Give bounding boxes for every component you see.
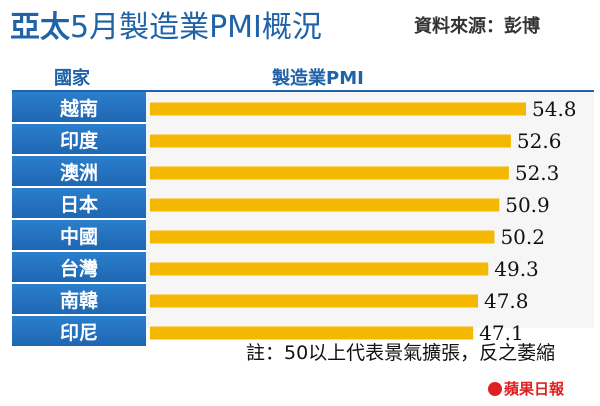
country-label: 台灣: [12, 252, 146, 282]
country-label: 澳洲: [12, 156, 146, 186]
country-label: 日本: [12, 188, 146, 218]
value-label: 50.2: [500, 225, 545, 249]
title-text: 5月製造業PMI概況: [70, 10, 322, 45]
country-column: 越南 印度 澳洲 日本 中國 台灣 南韓 印尼: [12, 92, 146, 348]
bar-中國: [150, 230, 495, 244]
value-label: 49.3: [494, 257, 539, 281]
title-region: 亞太: [10, 10, 70, 45]
publisher-name: 蘋果日報: [504, 380, 565, 398]
country-label: 中國: [12, 220, 146, 250]
publisher-logo: 蘋果日報: [488, 378, 564, 399]
bar-日本: [150, 198, 500, 212]
country-label: 越南: [12, 92, 146, 122]
value-label: 52.6: [517, 129, 562, 153]
value-label: 47.8: [484, 289, 529, 313]
apple-logo-icon: [488, 382, 502, 396]
bar-台灣: [150, 262, 489, 276]
country-label: 印尼: [12, 316, 146, 346]
value-label: 52.3: [515, 161, 560, 185]
value-label: 50.9: [505, 193, 550, 217]
bar-澳洲: [150, 166, 509, 180]
bar-印尼: [150, 326, 474, 340]
source-label: 資料來源：彭博: [414, 16, 540, 37]
country-label: 南韓: [12, 284, 146, 314]
country-header: 國家: [54, 68, 90, 89]
value-label: 47.1: [479, 321, 524, 345]
page-title: 亞太5月製造業PMI概況: [10, 2, 322, 46]
country-label: 印度: [12, 124, 146, 154]
bar-越南: [150, 102, 526, 116]
bar-南韓: [150, 294, 478, 308]
bar-印度: [150, 134, 511, 148]
value-label: 54.8: [532, 97, 577, 121]
footnote: 註：50以上代表景氣擴張，反之萎縮: [246, 342, 556, 364]
header-divider: [12, 90, 594, 92]
metric-header: 製造業PMI: [272, 68, 364, 89]
